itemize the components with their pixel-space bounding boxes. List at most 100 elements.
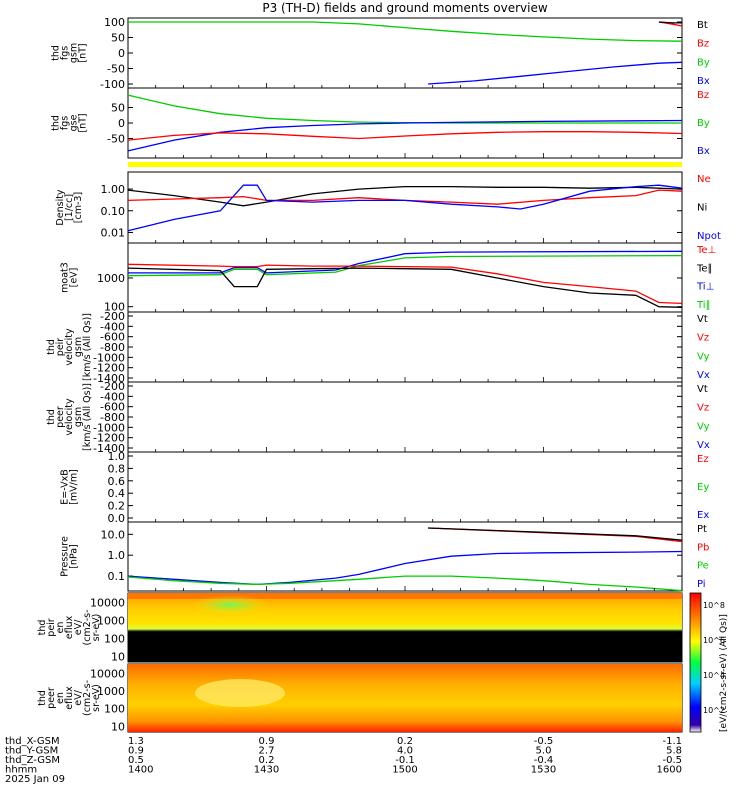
- x-axis-value: 5.0: [536, 746, 552, 757]
- y-axis-label: velocity: [64, 328, 75, 366]
- x-axis-value: 0.9: [128, 746, 144, 757]
- y-tick-label: 0.0: [108, 512, 126, 525]
- legend-entry: Ti∥: [696, 300, 711, 311]
- legend-entry: Te⊥: [696, 245, 716, 256]
- y-axis-label: moat3: [60, 262, 71, 293]
- y-axis-label: peer: [46, 687, 57, 709]
- panel-frame: [127, 381, 683, 453]
- legend-entry: Vy: [697, 421, 710, 432]
- legend-entry: Ey: [697, 482, 709, 493]
- y-axis-label: [nPa]: [69, 544, 80, 569]
- y-axis-label: (cm2-s-: [82, 609, 93, 645]
- legend-entry: Vx: [697, 370, 710, 381]
- legend-entry: Bt: [697, 20, 708, 31]
- y-axis-label: eflux: [64, 686, 75, 710]
- y-tick-label: 0.2: [108, 500, 126, 513]
- y-tick-label: -400: [100, 320, 125, 333]
- legend-entry: Vt: [697, 384, 708, 395]
- y-axis-label: gsm: [73, 407, 84, 427]
- panel-efield: 1.00.80.60.40.20.0 E=-VxB[mV/m] Ez Ey Ex: [60, 450, 710, 525]
- series-Te⊥: [127, 263, 683, 305]
- y-tick-label: 10: [111, 720, 125, 733]
- y-tick-label: -800: [100, 411, 125, 424]
- y-tick-label: 1000: [97, 614, 125, 627]
- y-axis-label: [nT]: [78, 113, 89, 132]
- legend-entry: Pi: [697, 579, 706, 590]
- y-axis-label: sr-eV): [91, 614, 102, 642]
- y-axis-label: [nT]: [78, 43, 89, 62]
- x-axis-value: 5.8: [666, 746, 682, 757]
- x-axis-value: 0.2: [259, 755, 275, 766]
- series-Pt: [428, 527, 683, 541]
- y-tick-label: -50: [107, 133, 125, 146]
- y-axis-label: [eV]: [69, 268, 80, 288]
- y-tick-label: 0.10: [101, 205, 126, 218]
- legend-entry: Vy: [697, 351, 710, 362]
- y-tick-label: 100: [104, 703, 125, 716]
- y-tick-label: -1400: [93, 442, 125, 455]
- status-bar: [128, 162, 682, 167]
- y-tick-label: -1000: [93, 351, 125, 364]
- y-axis-label: gsm: [73, 337, 84, 357]
- x-axis-value: -0.5: [534, 736, 554, 747]
- y-axis-label: thd: [51, 45, 62, 61]
- x-axis-value: 0.5: [128, 755, 144, 766]
- y-axis-label: thd: [46, 339, 57, 355]
- panel-frame: [127, 521, 683, 592]
- x-axis-row-label: thd_X-GSM: [5, 736, 60, 747]
- spectrogram-ion: [128, 593, 682, 662]
- legend-entry: Vz: [697, 333, 709, 344]
- panel-temperature: 1000 100 moat3[eV] Te⊥ Te∥ Ti⊥ Ti∥: [60, 242, 716, 314]
- legend-entry: Bz: [697, 39, 709, 50]
- x-axis-value: 0.9: [259, 736, 275, 747]
- series-Bx: [127, 119, 683, 152]
- colorbar-tick-label: 10^6: [703, 636, 725, 645]
- y-tick-label: 1000: [97, 272, 125, 285]
- legend-entry: By: [697, 57, 710, 68]
- y-axis-label: eV/: [73, 689, 84, 705]
- series-Pi: [127, 550, 683, 586]
- panel-frame: [127, 17, 683, 89]
- y-axis-label: [1/cc]: [64, 194, 75, 221]
- legend-entry: Bx: [697, 76, 710, 87]
- x-axis-value: -1.1: [662, 736, 682, 747]
- figure-title: P3 (TH-D) fields and ground moments over…: [262, 1, 547, 15]
- y-axis-label: peir: [55, 338, 66, 357]
- y-axis-label: [mV/m]: [69, 469, 80, 505]
- series-Npot: [127, 184, 683, 232]
- colorbar-tick-label: 10^4: [703, 671, 725, 680]
- x-axis-value: 0.2: [397, 736, 413, 747]
- panel-vel_e: -200-400-600-800-1000-1200-1400 thdpeerve…: [46, 380, 710, 455]
- x-axis-value: 4.0: [397, 746, 413, 757]
- legend-entry: Ex: [697, 510, 709, 521]
- x-axis-value: 2.7: [259, 746, 275, 757]
- x-axis-value: 1530: [531, 765, 556, 776]
- y-axis-label: peer: [55, 406, 66, 428]
- series-Bz: [127, 131, 683, 141]
- y-tick-label: -100: [100, 78, 125, 91]
- series-Te∥: [127, 267, 683, 308]
- legend-entry: Pb: [697, 542, 709, 553]
- x-axis-value: 1400: [128, 765, 153, 776]
- spectrogram-electron: [128, 664, 682, 732]
- y-axis-label: Density: [55, 189, 66, 225]
- y-axis-label: E=-VxB: [60, 469, 71, 504]
- y-tick-label: 0.01: [101, 226, 126, 239]
- series-By: [127, 94, 682, 124]
- x-axis-value: -0.5: [662, 755, 682, 766]
- legend-entry: Ti⊥: [696, 282, 714, 293]
- y-tick-label: -600: [100, 331, 125, 344]
- legend-entry: Vt: [697, 314, 708, 325]
- y-axis-label: gsm: [69, 43, 80, 63]
- series-By: [128, 21, 683, 42]
- date-label: 2025 Jan 09: [5, 774, 65, 785]
- legend-entry: Vx: [697, 440, 710, 451]
- legend-entry: Pt: [697, 524, 707, 535]
- y-tick-label: 1.00: [101, 183, 126, 196]
- y-axis-label: en: [55, 692, 66, 704]
- y-tick-label: 100: [104, 301, 125, 314]
- y-axis-label: [cm-3]: [73, 192, 84, 223]
